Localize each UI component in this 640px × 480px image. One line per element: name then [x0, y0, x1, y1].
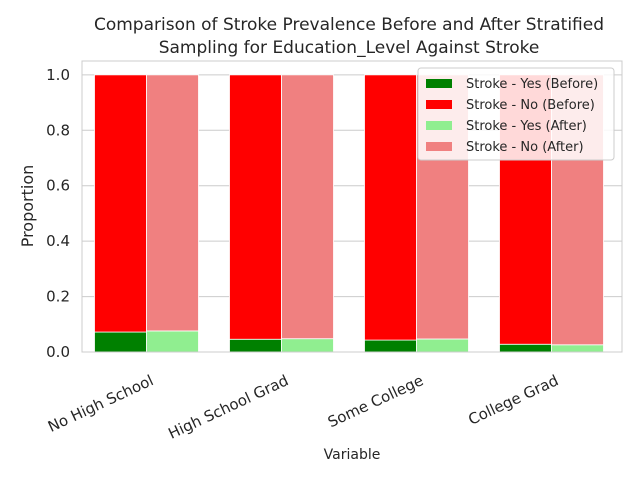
bar-stroke-no-before	[94, 74, 147, 333]
y-tick-label: 0.8	[46, 121, 70, 139]
bar-stroke-no-after	[281, 74, 334, 340]
x-tick-labels: No High School High School Grad Some Colle…	[45, 371, 561, 442]
bar-stroke-yes-before	[94, 331, 147, 353]
legend-swatch	[426, 142, 452, 151]
chart-title-line-1: Comparison of Stroke Prevalence Before a…	[94, 15, 604, 35]
legend-swatch	[426, 121, 452, 130]
legend-swatch	[426, 100, 452, 109]
x-tick-label: High School Grad	[165, 371, 291, 442]
bar-stroke-no-after	[146, 74, 199, 332]
x-axis-title: Variable	[324, 447, 381, 463]
legend: Stroke - Yes (Before) Stroke - No (Before…	[417, 67, 615, 161]
bar-stroke-yes-after	[281, 338, 334, 353]
x-tick-label: Some College	[325, 371, 426, 431]
x-tick-label: No High School	[45, 371, 156, 436]
bar-stroke-yes-before	[499, 343, 552, 353]
y-tick-label: 0.6	[46, 177, 70, 195]
bar-stroke-yes-before	[364, 339, 417, 353]
plot-frame	[81, 60, 623, 353]
y-tick-label: 0.0	[46, 343, 70, 361]
legend-label: Stroke - No (After)	[466, 140, 584, 155]
chart-title-line-2: Sampling for Education_Level Against Str…	[159, 38, 540, 58]
y-tick-label: 1.0	[46, 66, 70, 84]
bar-stroke-yes-after	[551, 344, 604, 353]
legend-label: Stroke - Yes (After)	[466, 119, 587, 134]
y-tick-label: 0.2	[46, 288, 70, 306]
y-tick-label: 0.4	[46, 232, 70, 250]
x-tick-label: College Grad	[465, 371, 561, 428]
bar-stroke-no-before	[364, 74, 417, 341]
y-axis-title: Proportion	[18, 165, 37, 248]
bar-stroke-no-before	[229, 74, 282, 340]
legend-box	[417, 67, 615, 161]
legend-label: Stroke - Yes (Before)	[466, 77, 598, 92]
bar-stroke-yes-after	[416, 338, 469, 353]
y-tick-labels: 0.0 0.2 0.4 0.6 0.8 1.0	[46, 66, 70, 361]
bar-stroke-yes-after	[146, 330, 199, 353]
legend-label: Stroke - No (Before)	[466, 98, 595, 113]
legend-swatch	[426, 79, 452, 88]
bar-stroke-yes-before	[229, 338, 282, 353]
